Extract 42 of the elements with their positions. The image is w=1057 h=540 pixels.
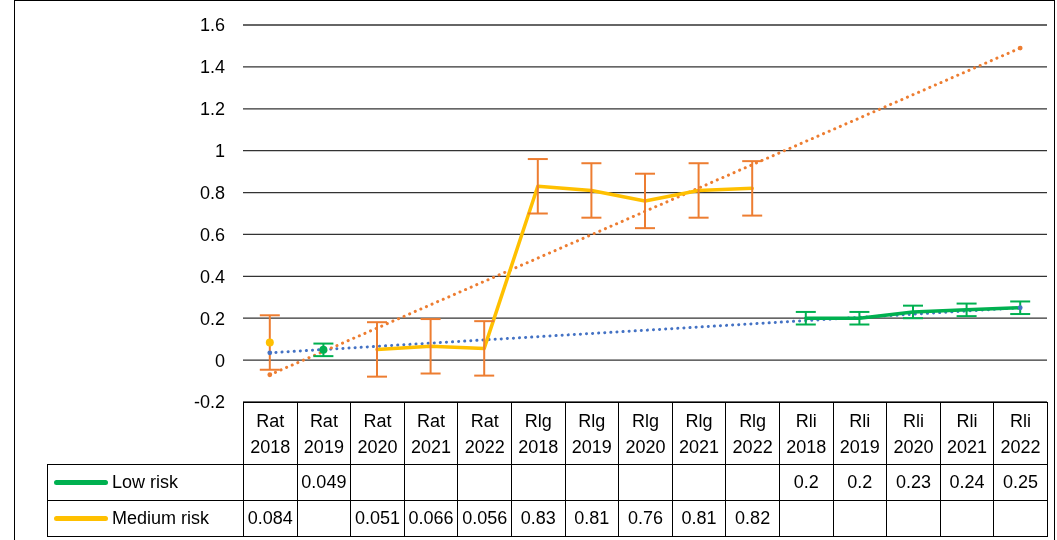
data-label: 0.056 <box>457 500 512 537</box>
y-tick-label: 0 <box>214 350 225 371</box>
legend-label: Medium risk <box>112 508 210 528</box>
data-label: 0.83 <box>511 500 566 537</box>
x-tick-label: Rli 2021 <box>940 402 994 465</box>
data-label: 0.82 <box>725 500 780 537</box>
x-tick-label: Rli 2019 <box>833 402 887 465</box>
x-tick-label: Rli 2022 <box>993 402 1048 465</box>
legend-label: Low risk <box>112 472 179 492</box>
x-tick-label: Rli 2018 <box>779 402 834 465</box>
data-label: 0.066 <box>404 500 458 537</box>
data-label: 0.76 <box>618 500 673 537</box>
x-tick-label: Rli 2020 <box>886 402 941 465</box>
data-label: 0.2 <box>833 464 887 501</box>
y-tick-label: 0.8 <box>199 182 225 203</box>
x-tick-label: Rlg 2018 <box>511 402 566 465</box>
data-label: 0.81 <box>672 500 726 537</box>
x-tick-label: Rlg 2021 <box>672 402 726 465</box>
x-tick-label: Rlg 2019 <box>565 402 619 465</box>
x-tick-label: Rlg 2020 <box>618 402 673 465</box>
x-tick-label: Rat 2021 <box>404 402 458 465</box>
data-label: 0.049 <box>297 464 351 501</box>
y-tick-label: 1 <box>214 141 225 162</box>
y-tick-label: 1.4 <box>199 57 225 78</box>
y-tick-label: 1.6 <box>199 15 225 36</box>
data-label: 0.084 <box>243 500 298 537</box>
data-label: 0.23 <box>886 464 941 501</box>
data-label: 0.81 <box>565 500 619 537</box>
x-tick-label: Rat 2019 <box>297 402 351 465</box>
y-tick-label: -0.2 <box>193 392 225 413</box>
x-tick-label: Rat 2018 <box>243 402 298 465</box>
y-tick-label: 0.6 <box>199 224 225 245</box>
data-label: 0.2 <box>779 464 834 501</box>
y-tick-label: 1.2 <box>199 99 225 120</box>
data-label: 0.051 <box>350 500 405 537</box>
x-tick-label: Rlg 2022 <box>725 402 780 465</box>
data-label: 0.24 <box>940 464 994 501</box>
x-tick-label: Rat 2020 <box>350 402 405 465</box>
y-tick-label: 0.4 <box>199 266 225 287</box>
data-label: 0.25 <box>993 464 1048 501</box>
x-tick-label: Rat 2022 <box>457 402 512 465</box>
y-tick-label: 0.2 <box>199 308 225 329</box>
